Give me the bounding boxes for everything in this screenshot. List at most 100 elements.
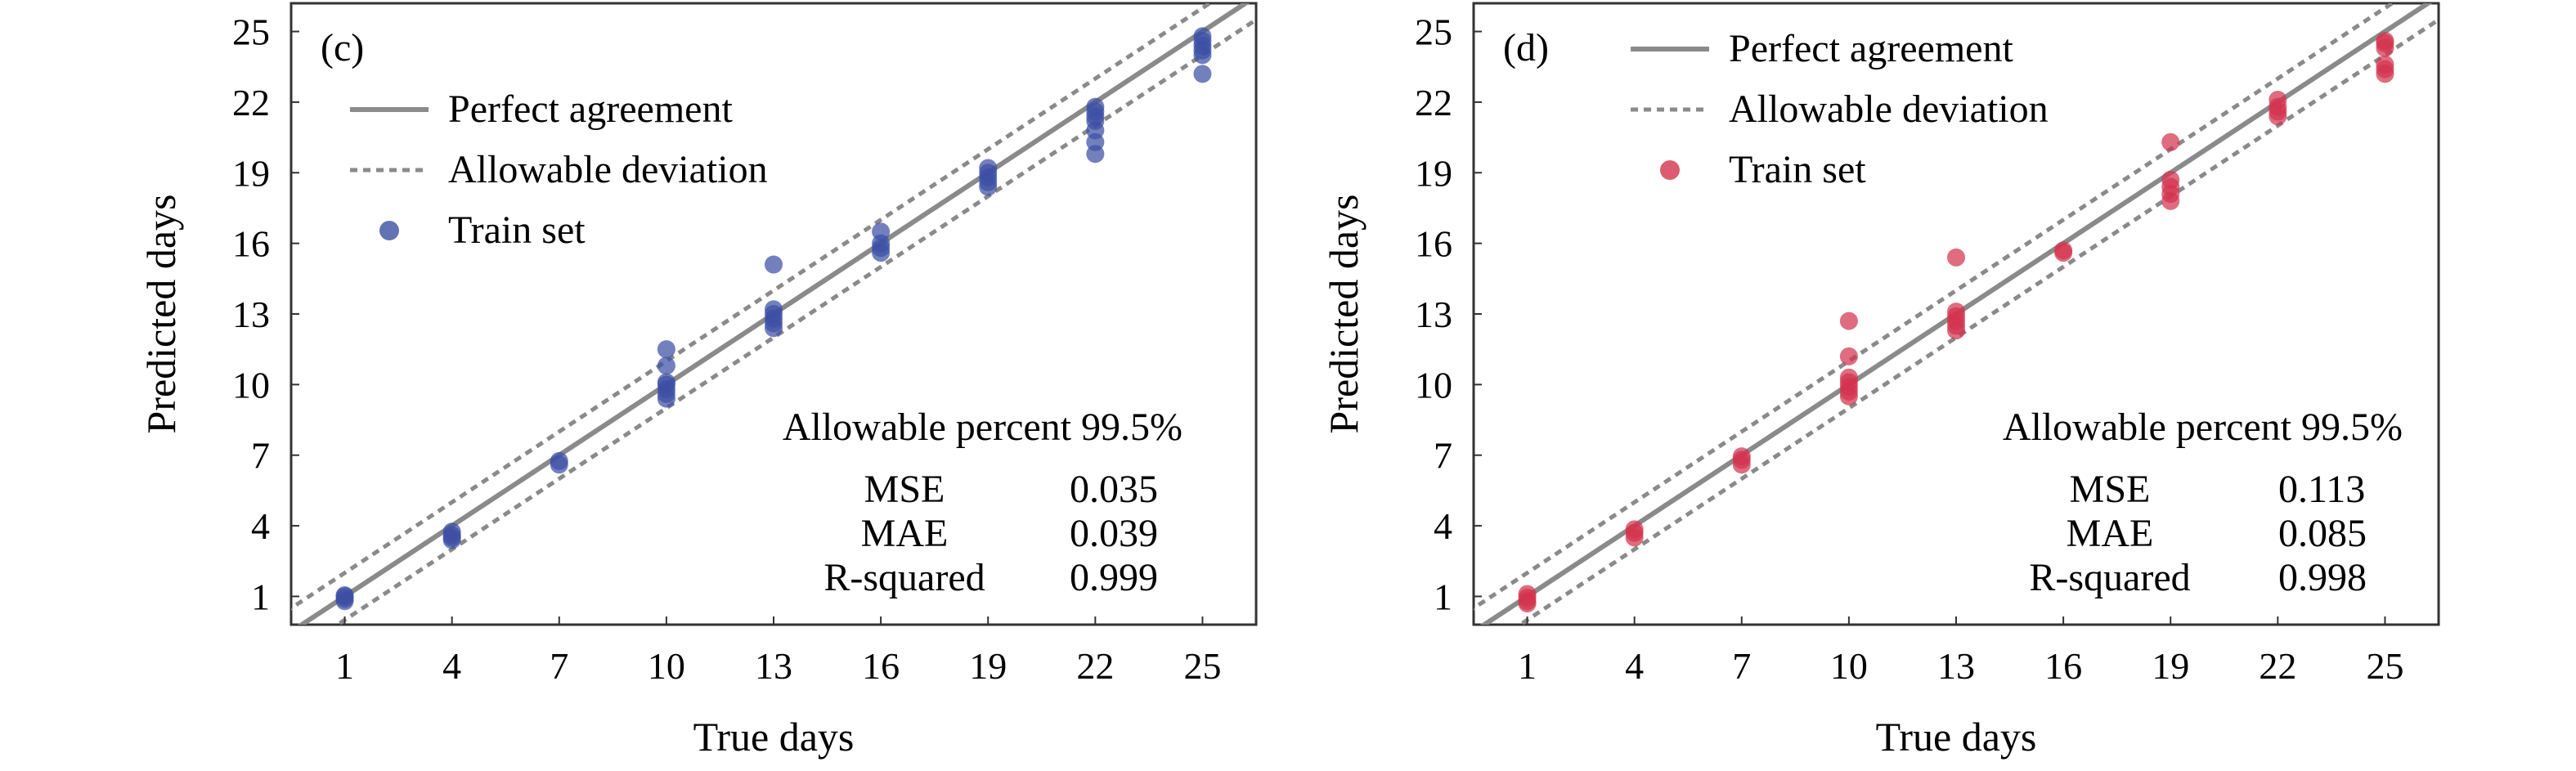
x-tick-label: 1 <box>335 645 354 687</box>
x-tick-label: 10 <box>1830 645 1868 687</box>
stats-metric-mae: MAE <box>2067 512 2154 555</box>
data-point <box>765 255 783 274</box>
panel-d: 1 4 7 10 13 16 19 22 25 1 4 7 10 13 16 19 22 25 (d) True … <box>1321 2 2440 760</box>
x-tick-label: 25 <box>1183 645 1221 687</box>
y-tick-label: 16 <box>232 223 270 265</box>
stats-value-mse: 0.035 <box>1070 468 1158 511</box>
stats-metric-mae: MAE <box>861 512 949 555</box>
x-tick-label: 19 <box>969 645 1007 687</box>
x-tick-label: 13 <box>1937 645 1975 687</box>
data-point <box>335 586 354 605</box>
y-tick-label: 1 <box>251 576 270 617</box>
data-point <box>2376 32 2394 51</box>
x-tick-label: 7 <box>1732 645 1751 687</box>
data-point <box>872 222 891 241</box>
train-points <box>335 27 1212 611</box>
stats-title: Allowable percent 99.5% <box>783 406 1183 449</box>
stats-metric-r-squared: R-squared <box>824 556 985 599</box>
data-point <box>1947 248 1965 267</box>
x-tick-label: 4 <box>1625 645 1644 687</box>
legend-marker-swatch <box>379 221 399 240</box>
x-tick-label: 13 <box>755 645 792 687</box>
stats-value-r-squared: 0.999 <box>1070 556 1158 599</box>
stats-title: Allowable percent 99.5% <box>2003 406 2403 449</box>
data-point <box>2376 55 2394 74</box>
y-axis-label: Predicted days <box>138 195 184 434</box>
stats-metric-r-squared: R-squared <box>2029 556 2190 599</box>
data-point <box>550 451 568 470</box>
data-point <box>765 300 783 319</box>
y-tick-label: 7 <box>1434 435 1452 477</box>
y-tick-label: 1 <box>1434 576 1452 617</box>
reference-lines <box>291 3 1256 625</box>
axis-ticks: 1 4 7 10 13 16 19 22 25 1 4 7 10 13 16 19 22 25 <box>1415 11 2403 687</box>
legend: Perfect agreement Allowable deviation Tr… <box>1631 27 2049 191</box>
perfect-agreement-line <box>297 3 1250 625</box>
legend-label-train-set: Train set <box>1729 148 1866 191</box>
panel-c: 1 4 7 10 13 16 19 22 25 1 4 7 10 13 16 19 22 25 (c) True … <box>138 2 1258 760</box>
y-tick-label: 19 <box>1415 152 1452 194</box>
upper-deviation-line <box>1474 3 2396 611</box>
y-tick-label: 16 <box>1415 223 1452 265</box>
legend-label-allowable-deviation: Allowable deviation <box>448 148 768 191</box>
data-point <box>1839 347 1858 365</box>
stats-metric-mse: MSE <box>864 468 945 511</box>
stats-value-mse: 0.113 <box>2278 468 2365 511</box>
data-point <box>657 356 675 375</box>
data-point <box>1839 312 1858 330</box>
legend-label-train-set: Train set <box>448 208 586 252</box>
data-point <box>979 159 998 177</box>
panel-label: (c) <box>321 26 364 69</box>
y-tick-label: 19 <box>232 152 270 194</box>
legend-label-perfect-agreement: Perfect agreement <box>1729 27 2013 70</box>
x-tick-label: 4 <box>442 645 461 687</box>
data-point <box>1839 368 1858 387</box>
stats-box: Allowable percent 99.5% MSE 0.113 MAE 0.… <box>2003 406 2403 599</box>
axis-ticks: 1 4 7 10 13 16 19 22 25 1 4 7 10 13 16 19 22 25 <box>232 11 1221 687</box>
upper-deviation-line <box>291 3 1214 611</box>
data-point <box>2161 132 2180 151</box>
data-point <box>1086 97 1105 116</box>
y-tick-label: 4 <box>1434 505 1452 547</box>
y-tick-label: 22 <box>1415 82 1452 123</box>
stats-metric-mse: MSE <box>2070 468 2151 511</box>
data-point <box>2269 91 2287 110</box>
x-tick-label: 16 <box>862 645 900 687</box>
y-tick-label: 13 <box>1415 294 1452 335</box>
x-tick-label: 22 <box>1076 645 1114 687</box>
legend-label-perfect-agreement: Perfect agreement <box>448 87 733 131</box>
y-tick-label: 25 <box>1415 11 1452 53</box>
panel-label: (d) <box>1503 26 1549 69</box>
data-point <box>1518 594 1537 613</box>
data-point <box>1625 520 1644 539</box>
y-tick-label: 10 <box>232 364 270 406</box>
data-point <box>1193 65 1212 83</box>
y-tick-label: 13 <box>232 294 270 335</box>
y-tick-label: 4 <box>251 505 270 547</box>
x-tick-label: 16 <box>2044 645 2082 687</box>
y-tick-label: 22 <box>232 82 270 123</box>
x-axis-label: True days <box>693 714 855 760</box>
y-tick-label: 7 <box>251 435 270 477</box>
y-axis-label: Predicted days <box>1321 195 1367 434</box>
stats-box: Allowable percent 99.5% MSE 0.035 MAE 0.… <box>783 406 1183 599</box>
x-tick-label: 10 <box>648 645 685 687</box>
x-axis-label: True days <box>1876 714 2037 760</box>
y-tick-label: 10 <box>1415 364 1452 406</box>
data-point <box>1193 27 1212 46</box>
stats-value-r-squared: 0.998 <box>2278 556 2367 599</box>
x-tick-label: 25 <box>2366 645 2403 687</box>
data-point <box>657 373 675 392</box>
x-tick-label: 1 <box>1518 645 1537 687</box>
data-point <box>2054 241 2073 260</box>
legend-marker-swatch <box>1660 160 1680 180</box>
legend-label-allowable-deviation: Allowable deviation <box>1729 87 2049 131</box>
stats-value-mae: 0.039 <box>1070 512 1158 555</box>
data-point <box>1947 303 1965 321</box>
data-point <box>657 340 675 359</box>
train-points <box>1518 32 2394 613</box>
data-point <box>442 528 461 547</box>
lower-deviation-line <box>334 17 1256 625</box>
x-tick-label: 22 <box>2259 645 2296 687</box>
